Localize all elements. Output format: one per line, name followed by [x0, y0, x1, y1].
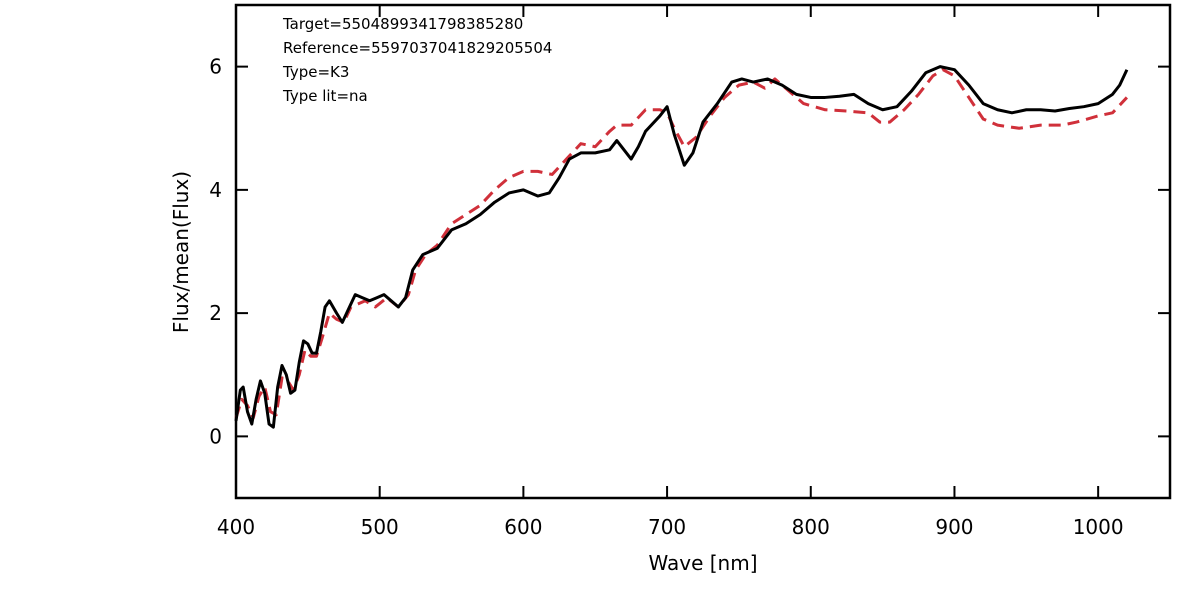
data-line	[234, 65, 1129, 429]
y-tick-label: 0	[209, 424, 222, 448]
x-tick-label: 400	[217, 515, 255, 539]
x-tick-label: 500	[361, 515, 399, 539]
annotation: Reference=5597037041829205504	[283, 39, 552, 57]
x-tick-label: 1000	[1073, 515, 1124, 539]
y-tick-label: 2	[209, 301, 222, 325]
x-tick-label: 900	[935, 515, 973, 539]
x-tick-label: 600	[504, 515, 542, 539]
x-tick-label: 800	[792, 515, 830, 539]
x-tick-label: 700	[648, 515, 686, 539]
plot-frame	[234, 3, 1172, 500]
x-axis-label: Wave [nm]	[648, 551, 757, 575]
y-tick-label: 4	[209, 178, 222, 202]
y-axis-label: Flux/mean(Flux)	[169, 171, 193, 333]
annotation: Type lit=na	[282, 87, 368, 105]
annotation: Target=5504899341798385280	[282, 15, 523, 33]
y-tick-label: 6	[209, 55, 222, 79]
data-line	[234, 68, 1128, 420]
annotation: Type=K3	[282, 63, 349, 81]
